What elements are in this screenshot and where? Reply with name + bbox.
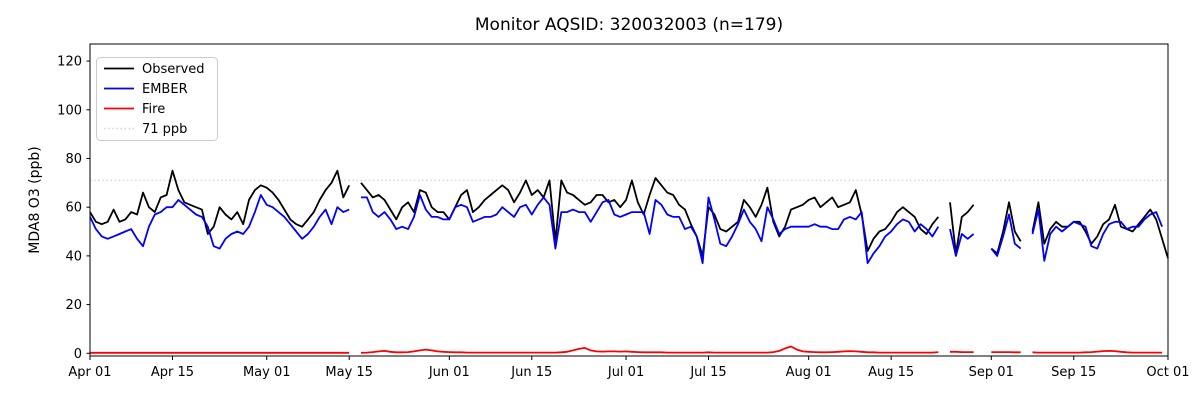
- y-axis-label: MDA8 O3 (ppb): [27, 146, 43, 254]
- x-tick-label: Jul 01: [607, 365, 644, 380]
- y-tick-label: 0: [74, 347, 82, 362]
- legend-label-observed: Observed: [142, 62, 205, 77]
- x-tick-label: Jun 01: [428, 365, 470, 380]
- x-tick-label: May 01: [243, 365, 291, 380]
- legend-label-fire: Fire: [142, 102, 165, 117]
- legend: Observed EMBER Fire 71 ppb: [96, 57, 218, 141]
- x-tick-label: Apr 01: [68, 365, 111, 380]
- legend-label-ember: EMBER: [142, 82, 188, 97]
- x-tick-label: Jun 15: [510, 365, 552, 380]
- y-tick-label: 120: [57, 55, 82, 70]
- y-tick-label: 60: [65, 201, 82, 216]
- plot-background: [90, 44, 1168, 356]
- x-tick-label: May 15: [325, 365, 373, 380]
- legend-label-threshold: 71 ppb: [142, 122, 187, 137]
- series-ember: [89, 194, 1163, 265]
- x-tick-label: Apr 15: [151, 365, 194, 380]
- x-tick-label: Jul 15: [689, 365, 726, 380]
- legend-box: [96, 57, 218, 141]
- x-tick-label: Aug 01: [786, 365, 832, 380]
- plot-area: 0 20 40 60 80 100 120 Apr 01 Apr 15 May 01 May 15 J…: [57, 55, 1189, 380]
- x-tick-label: Oct 01: [1146, 365, 1189, 380]
- y-tick-label: 20: [65, 298, 82, 313]
- y-tick-label: 80: [65, 152, 82, 167]
- x-tick-label: Sep 15: [1051, 365, 1096, 380]
- y-tick-label: 40: [65, 249, 82, 264]
- y-tick-label: 100: [57, 103, 82, 118]
- series-observed: [89, 169, 1169, 259]
- x-tick-label: Aug 15: [868, 365, 914, 380]
- chart-title: Monitor AQSID: 320032003 (n=179): [475, 15, 783, 35]
- plot-frame: [89, 43, 1169, 357]
- x-tick-label: Sep 01: [969, 365, 1014, 380]
- series-fire: [90, 345, 1163, 354]
